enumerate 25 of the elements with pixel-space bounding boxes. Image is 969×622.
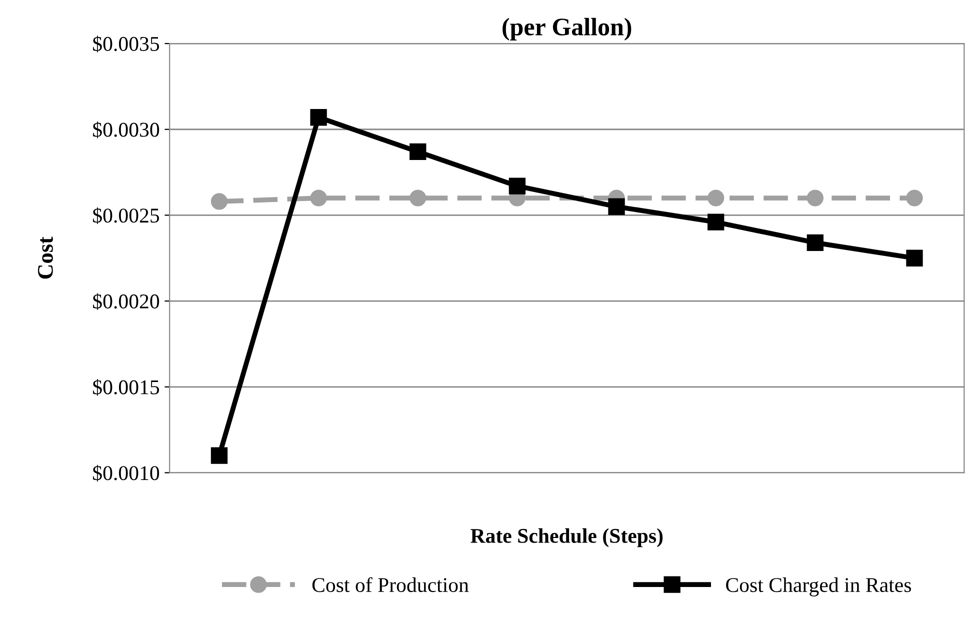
point <box>806 234 824 252</box>
legend-label: Cost Charged in Rates <box>726 577 911 596</box>
point <box>708 190 724 206</box>
chart-title: (per Gallon) <box>502 18 632 41</box>
point <box>906 250 923 266</box>
point <box>410 190 426 206</box>
y-axis-title: Cost <box>38 236 53 279</box>
y-tick-label: $0.0015 <box>93 379 160 396</box>
y-tick-label: $0.0035 <box>93 36 160 52</box>
point <box>410 143 426 160</box>
x-axis-title: Rate Schedule (Steps) <box>470 528 663 548</box>
legend-label: Cost of Production <box>312 577 469 592</box>
point <box>708 214 724 230</box>
y-tick-label: $0.0010 <box>93 464 160 482</box>
point <box>210 193 228 210</box>
point <box>210 447 228 464</box>
point <box>310 190 327 206</box>
y-tick-label: $0.0020 <box>93 293 160 310</box>
y-tick-label: $0.0025 <box>93 207 160 224</box>
point <box>508 178 526 194</box>
point <box>806 190 824 206</box>
point <box>310 109 327 126</box>
point <box>608 198 625 215</box>
y-tick-label: $0.0030 <box>93 122 160 138</box>
point <box>906 190 923 206</box>
